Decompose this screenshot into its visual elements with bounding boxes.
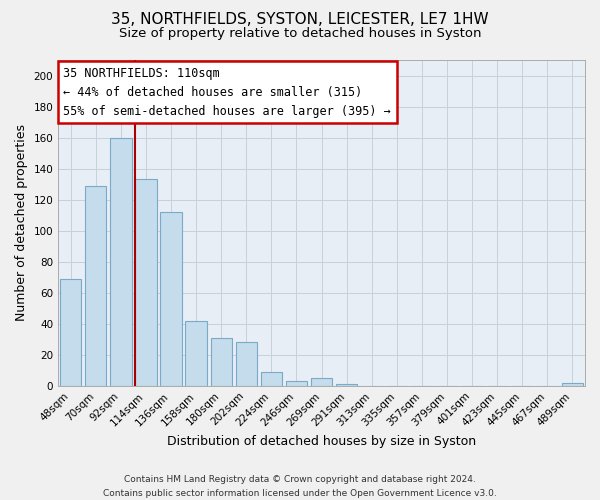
Bar bbox=[211, 338, 232, 386]
X-axis label: Distribution of detached houses by size in Syston: Distribution of detached houses by size … bbox=[167, 434, 476, 448]
Bar bbox=[562, 382, 583, 386]
Bar bbox=[60, 279, 82, 386]
Text: 35 NORTHFIELDS: 110sqm
← 44% of detached houses are smaller (315)
55% of semi-de: 35 NORTHFIELDS: 110sqm ← 44% of detached… bbox=[64, 66, 391, 118]
Bar bbox=[160, 212, 182, 386]
Text: Size of property relative to detached houses in Syston: Size of property relative to detached ho… bbox=[119, 28, 481, 40]
Bar bbox=[336, 384, 358, 386]
Bar bbox=[185, 320, 207, 386]
Y-axis label: Number of detached properties: Number of detached properties bbox=[15, 124, 28, 322]
Bar bbox=[85, 186, 106, 386]
Bar bbox=[286, 381, 307, 386]
Bar bbox=[236, 342, 257, 386]
Text: 35, NORTHFIELDS, SYSTON, LEICESTER, LE7 1HW: 35, NORTHFIELDS, SYSTON, LEICESTER, LE7 … bbox=[111, 12, 489, 28]
Text: Contains HM Land Registry data © Crown copyright and database right 2024.
Contai: Contains HM Land Registry data © Crown c… bbox=[103, 476, 497, 498]
Bar bbox=[110, 138, 131, 386]
Bar bbox=[311, 378, 332, 386]
Bar bbox=[261, 372, 282, 386]
Bar bbox=[136, 180, 157, 386]
